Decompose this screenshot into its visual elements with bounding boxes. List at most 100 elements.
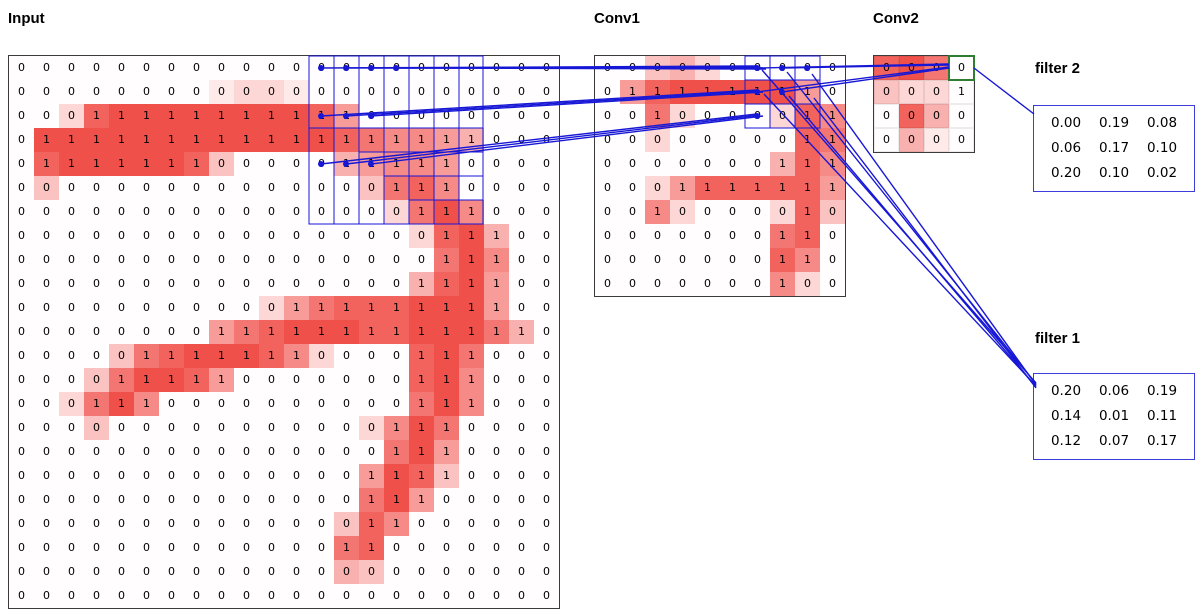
input-cell: 0	[343, 349, 350, 362]
input-cell: 1	[59, 152, 84, 176]
input-cell: 0	[43, 469, 50, 482]
input-cell: 0	[268, 469, 275, 482]
conv1-cell: 0	[679, 253, 686, 266]
filter-value: 0.06	[1098, 383, 1130, 399]
input-cell: 0	[68, 469, 75, 482]
input-cell: 0	[543, 205, 550, 218]
conv1-cell: 0	[829, 85, 836, 98]
input-cell: 0	[43, 85, 50, 98]
filter-value: 0.14	[1050, 408, 1082, 424]
input-cell: 0	[243, 469, 250, 482]
filter-value: 0.06	[1050, 140, 1082, 156]
input-cell: 0	[443, 565, 450, 578]
input-cell: 1	[209, 368, 234, 392]
input-cell: 0	[293, 181, 300, 194]
input-cell: 0	[18, 277, 25, 290]
input-cell: 0	[118, 493, 125, 506]
input-cell: 0	[259, 296, 284, 320]
input-cell: 0	[368, 205, 375, 218]
input-cell: 0	[343, 277, 350, 290]
input-cell: 0	[268, 205, 275, 218]
conv2-cell: 0	[949, 104, 974, 128]
input-cell: 0	[59, 104, 84, 128]
input-cell: 1	[409, 296, 434, 320]
input-cell: 0	[518, 517, 525, 530]
input-cell: 0	[493, 517, 500, 530]
input-cell: 0	[268, 589, 275, 602]
input-cell: 0	[243, 397, 250, 410]
input-cell: 0	[293, 229, 300, 242]
input-cell: 1	[359, 512, 384, 536]
input-cell: 0	[393, 253, 400, 266]
input-cell: 0	[118, 181, 125, 194]
input-cell: 1	[234, 128, 259, 152]
input-cell: 0	[393, 397, 400, 410]
input-cell: 0	[209, 80, 234, 104]
conv2-cell: 0	[874, 80, 899, 104]
input-cell: 0	[168, 277, 175, 290]
input-cell: 0	[543, 469, 550, 482]
input-cell: 0	[143, 421, 150, 434]
input-cell: 0	[93, 253, 100, 266]
input-cell: 0	[543, 253, 550, 266]
input-cell: 0	[93, 229, 100, 242]
input-cell: 0	[18, 133, 25, 146]
input-cell: 0	[468, 421, 475, 434]
input-cell: 0	[168, 397, 175, 410]
input-cell: 0	[218, 205, 225, 218]
input-cell: 1	[209, 128, 234, 152]
input-cell: 0	[443, 61, 450, 74]
input-cell: 1	[159, 344, 184, 368]
conv1-cell: 0	[629, 109, 636, 122]
input-cell: 0	[468, 61, 475, 74]
input-cell: 0	[393, 541, 400, 554]
input-cell: 0	[218, 277, 225, 290]
conv1-cell: 0	[604, 157, 611, 170]
input-cell: 0	[468, 589, 475, 602]
input-cell: 0	[368, 445, 375, 458]
input-cell: 1	[434, 152, 459, 176]
input-cell: 0	[543, 541, 550, 554]
conv1-cell: 1	[795, 200, 820, 224]
input-cell: 0	[493, 205, 500, 218]
input-cell: 0	[43, 445, 50, 458]
input-cell: 0	[168, 205, 175, 218]
input-cell: 0	[243, 373, 250, 386]
input-cell: 0	[168, 229, 175, 242]
input-cell: 1	[334, 104, 359, 128]
conv1-cell: 0	[779, 133, 786, 146]
input-cell: 0	[409, 224, 434, 248]
conv1-cell: 0	[604, 277, 611, 290]
input-cell: 0	[168, 517, 175, 530]
input-cell: 0	[243, 301, 250, 314]
input-cell: 0	[293, 157, 300, 170]
input-cell: 0	[318, 517, 325, 530]
input-cell: 0	[193, 541, 200, 554]
input-cell: 0	[343, 493, 350, 506]
input-cell: 0	[343, 469, 350, 482]
conv1-cell: 0	[829, 277, 836, 290]
input-cell: 0	[443, 589, 450, 602]
input-cell: 1	[109, 128, 134, 152]
input-cell: 0	[318, 397, 325, 410]
input-cell: 1	[409, 320, 434, 344]
input-cell: 0	[243, 229, 250, 242]
conv1-cell: 0	[629, 277, 636, 290]
conv1-cell: 0	[654, 157, 661, 170]
input-cell: 0	[518, 397, 525, 410]
input-cell: 1	[384, 128, 409, 152]
conv2-cell: 0	[924, 56, 949, 80]
conv1-cell: 0	[820, 200, 845, 224]
input-cell: 0	[493, 541, 500, 554]
input-cell: 1	[184, 344, 209, 368]
input-cell: 0	[493, 589, 500, 602]
input-cell: 0	[118, 253, 125, 266]
input-cell: 0	[543, 517, 550, 530]
input-cell: 0	[218, 541, 225, 554]
input-cell: 0	[68, 373, 75, 386]
input-cell: 0	[68, 301, 75, 314]
input-cell: 0	[293, 493, 300, 506]
input-cell: 0	[68, 61, 75, 74]
input-cell: 0	[118, 541, 125, 554]
input-cell: 1	[309, 104, 334, 128]
